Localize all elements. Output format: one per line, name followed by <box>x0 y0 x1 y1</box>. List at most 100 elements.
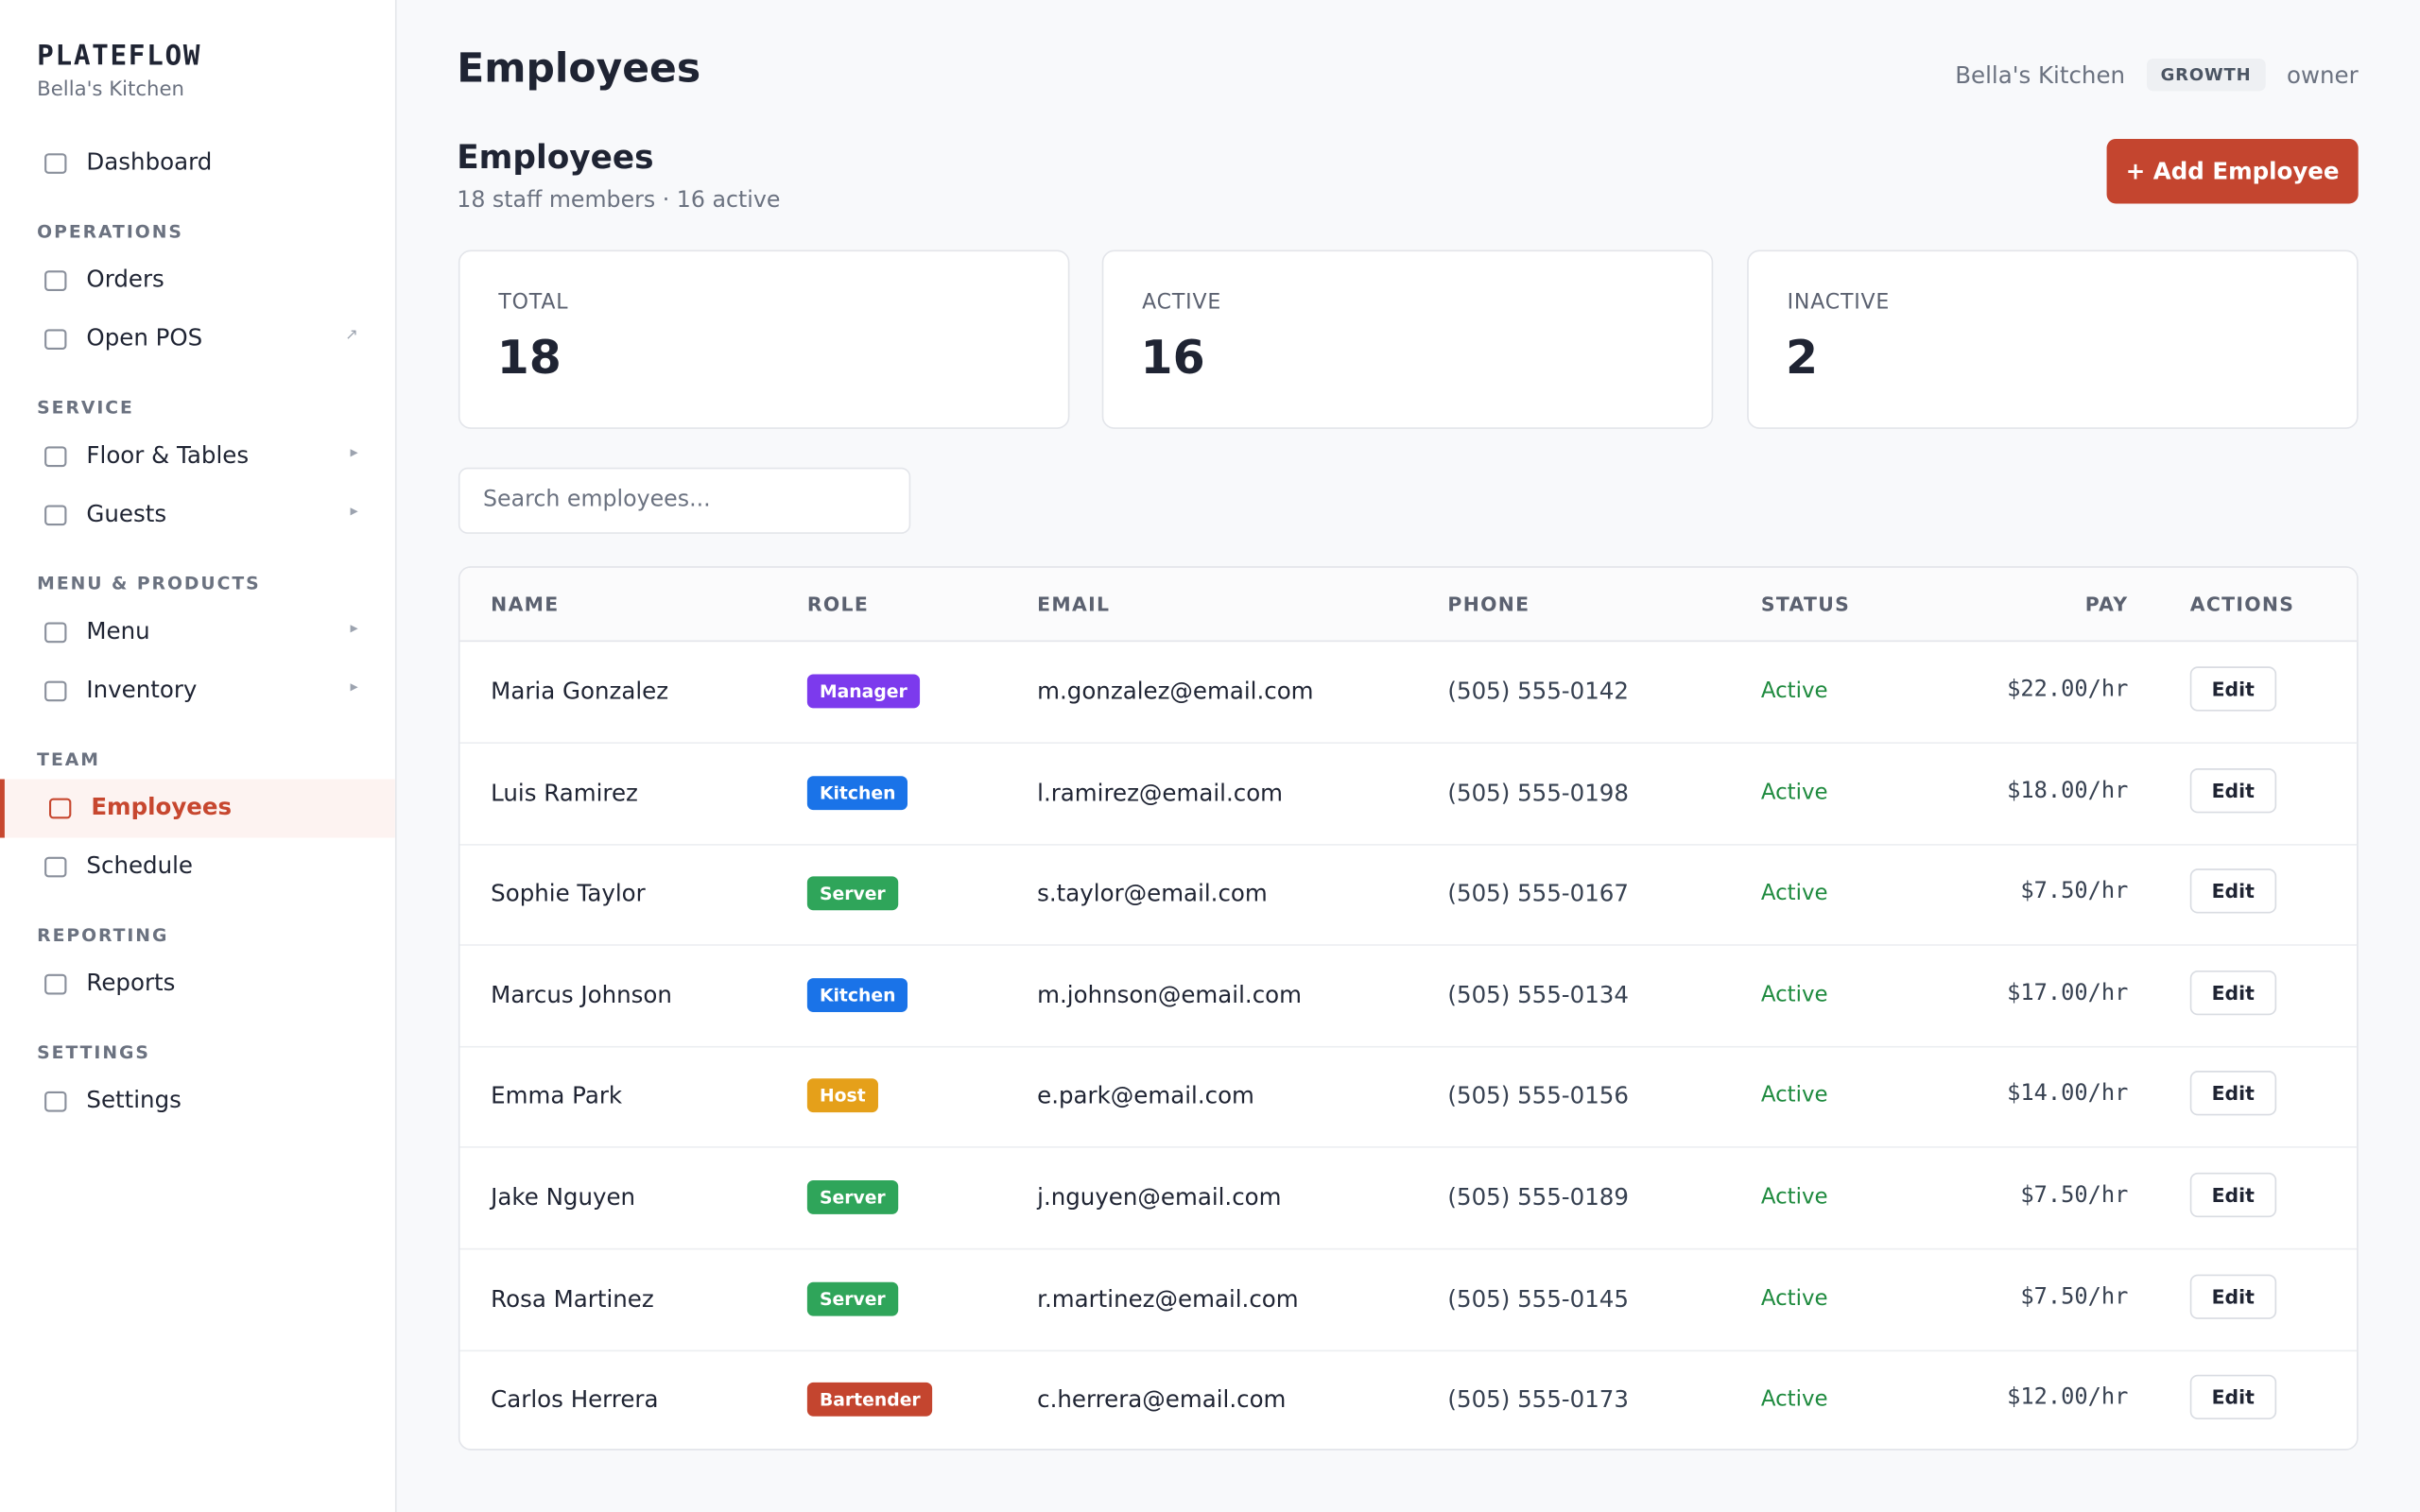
nav-label: Employees <box>91 793 233 821</box>
pay: $12.00/hr <box>2007 1385 2129 1411</box>
phone: (505) 555-0145 <box>1447 1284 1629 1313</box>
pay: $14.00/hr <box>2007 1082 2129 1108</box>
nav-item[interactable]: Inventory ▸ <box>0 662 395 720</box>
employee-name: Emma Park <box>491 1082 623 1110</box>
brand-subtitle: Bella's Kitchen <box>37 78 185 102</box>
employee-name: Carlos Herrera <box>491 1385 659 1414</box>
email: j.nguyen@email.com <box>1037 1183 1282 1211</box>
pay: $7.50/hr <box>2020 879 2129 905</box>
employee-name: Sophie Taylor <box>491 879 646 908</box>
nav-section-title: REPORTING <box>37 923 169 946</box>
nav-item[interactable]: Floor & Tables ▸ <box>0 427 395 486</box>
nav-icon <box>44 973 67 995</box>
email: l.ramirez@email.com <box>1037 778 1284 807</box>
table-row: Sophie Taylor Server s.taylor@email.com (50… <box>459 844 2358 947</box>
nav-item[interactable]: Menu ▸ <box>0 603 395 662</box>
stat-value: 2 <box>1785 332 1819 387</box>
nav-label: Inventory <box>86 676 198 704</box>
table-row: Rosa Martinez Server r.martinez@email.com (… <box>459 1249 2358 1351</box>
nav-item[interactable]: Settings <box>0 1073 395 1131</box>
email: m.johnson@email.com <box>1037 981 1303 1009</box>
email: m.gonzalez@email.com <box>1037 677 1314 706</box>
add-employee-button[interactable]: + Add Employee <box>2106 138 2359 204</box>
brand: PLATEFLOW <box>37 40 202 73</box>
role-badge: Manager <box>806 674 920 709</box>
table-row: Jake Nguyen Server j.nguyen@email.com (505)… <box>459 1148 2358 1250</box>
stat-card: INACTIVE 2 <box>1747 249 2359 429</box>
phone: (505) 555-0198 <box>1447 778 1629 807</box>
edit-button[interactable]: Edit <box>2189 868 2276 914</box>
header-title: Employees <box>457 45 701 93</box>
edit-button[interactable]: Edit <box>2189 1273 2276 1319</box>
nav-label: Schedule <box>86 851 193 880</box>
pay: $22.00/hr <box>2007 677 2129 702</box>
nav-section-title: SETTINGS <box>37 1041 150 1063</box>
role-badge: Server <box>806 1281 898 1315</box>
edit-button[interactable]: Edit <box>2189 1172 2276 1218</box>
nav-section-title: TEAM <box>37 747 100 770</box>
nav-label: Dashboard <box>86 147 213 177</box>
search-box[interactable]: Search employees... <box>458 467 911 534</box>
column-header: ROLE <box>806 592 870 616</box>
nav-icon <box>44 1091 67 1112</box>
nav-label: Floor & Tables <box>86 440 250 470</box>
plan-badge: GROWTH <box>2146 59 2266 92</box>
pay: $7.50/hr <box>2020 1183 2129 1209</box>
nav-marker: ▸ <box>350 444 358 462</box>
status: Active <box>1760 1387 1828 1413</box>
nav-marker: ▸ <box>350 503 358 521</box>
nav-item[interactable]: Reports <box>0 955 395 1014</box>
nav-item[interactable]: Schedule <box>0 838 395 897</box>
phone: (505) 555-0167 <box>1447 879 1629 908</box>
nav-item[interactable]: Dashboard <box>0 134 395 193</box>
nav-item[interactable]: Open POS ↗ <box>0 310 395 369</box>
nav-section-title: OPERATIONS <box>37 220 183 243</box>
role-badge: Kitchen <box>806 775 908 810</box>
table-row: Emma Park Host e.park@email.com (505) 555-0… <box>459 1047 2358 1149</box>
nav-marker: ▸ <box>350 620 358 638</box>
employee-name: Luis Ramirez <box>491 778 638 807</box>
header-meta: Bella's Kitchen GROWTH owner <box>1955 59 2359 92</box>
edit-button[interactable]: Edit <box>2189 767 2276 813</box>
role-badge: Server <box>806 1179 898 1214</box>
column-header: PHONE <box>1447 592 1530 616</box>
sidebar: PLATEFLOW Bella's Kitchen Dashboard OPERA… <box>0 0 397 1512</box>
nav-icon <box>44 446 67 468</box>
stat-value: 18 <box>496 332 562 387</box>
stat-label: TOTAL <box>498 289 569 316</box>
employee-name: Jake Nguyen <box>491 1183 636 1211</box>
stat-card: TOTAL 18 <box>458 249 1070 429</box>
nav-item[interactable]: Orders <box>0 251 395 310</box>
column-header: ACTIONS <box>2189 592 2295 616</box>
edit-button[interactable]: Edit <box>2189 970 2276 1015</box>
phone: (505) 555-0173 <box>1447 1385 1629 1414</box>
pay: $7.50/hr <box>2020 1284 2129 1310</box>
status: Active <box>1760 982 1828 1007</box>
status: Active <box>1760 1083 1828 1108</box>
edit-button[interactable]: Edit <box>2189 1071 2276 1117</box>
nav-label: Settings <box>86 1086 182 1114</box>
employee-name: Rosa Martinez <box>491 1284 654 1313</box>
nav-item[interactable]: Employees <box>0 779 395 838</box>
nav-label: Guests <box>86 499 167 528</box>
status: Active <box>1760 780 1828 805</box>
email: e.park@email.com <box>1037 1082 1254 1110</box>
nav-icon <box>48 798 72 819</box>
nav-item[interactable]: Guests ▸ <box>0 486 395 544</box>
restaurant: Bella's Kitchen <box>1955 60 2126 89</box>
nav-marker: ↗ <box>345 327 358 345</box>
employee-name: Maria Gonzalez <box>491 677 669 706</box>
phone: (505) 555-0142 <box>1447 677 1629 706</box>
edit-button[interactable]: Edit <box>2189 666 2276 712</box>
edit-button[interactable]: Edit <box>2189 1375 2276 1420</box>
status: Active <box>1760 679 1828 704</box>
pay: $17.00/hr <box>2007 981 2129 1006</box>
column-header: STATUS <box>1760 592 1851 616</box>
user-role: owner <box>2287 60 2359 89</box>
status: Active <box>1760 1184 1828 1210</box>
table-row: Maria Gonzalez Manager m.gonzalez@email.co… <box>459 642 2358 744</box>
nav-section-title: MENU & PRODUCTS <box>37 572 261 594</box>
employee-table: NAME ROLE EMAIL PHONE STATUS PAY ACTIONS Maria … <box>458 566 2359 1451</box>
nav-label: Reports <box>86 969 176 997</box>
